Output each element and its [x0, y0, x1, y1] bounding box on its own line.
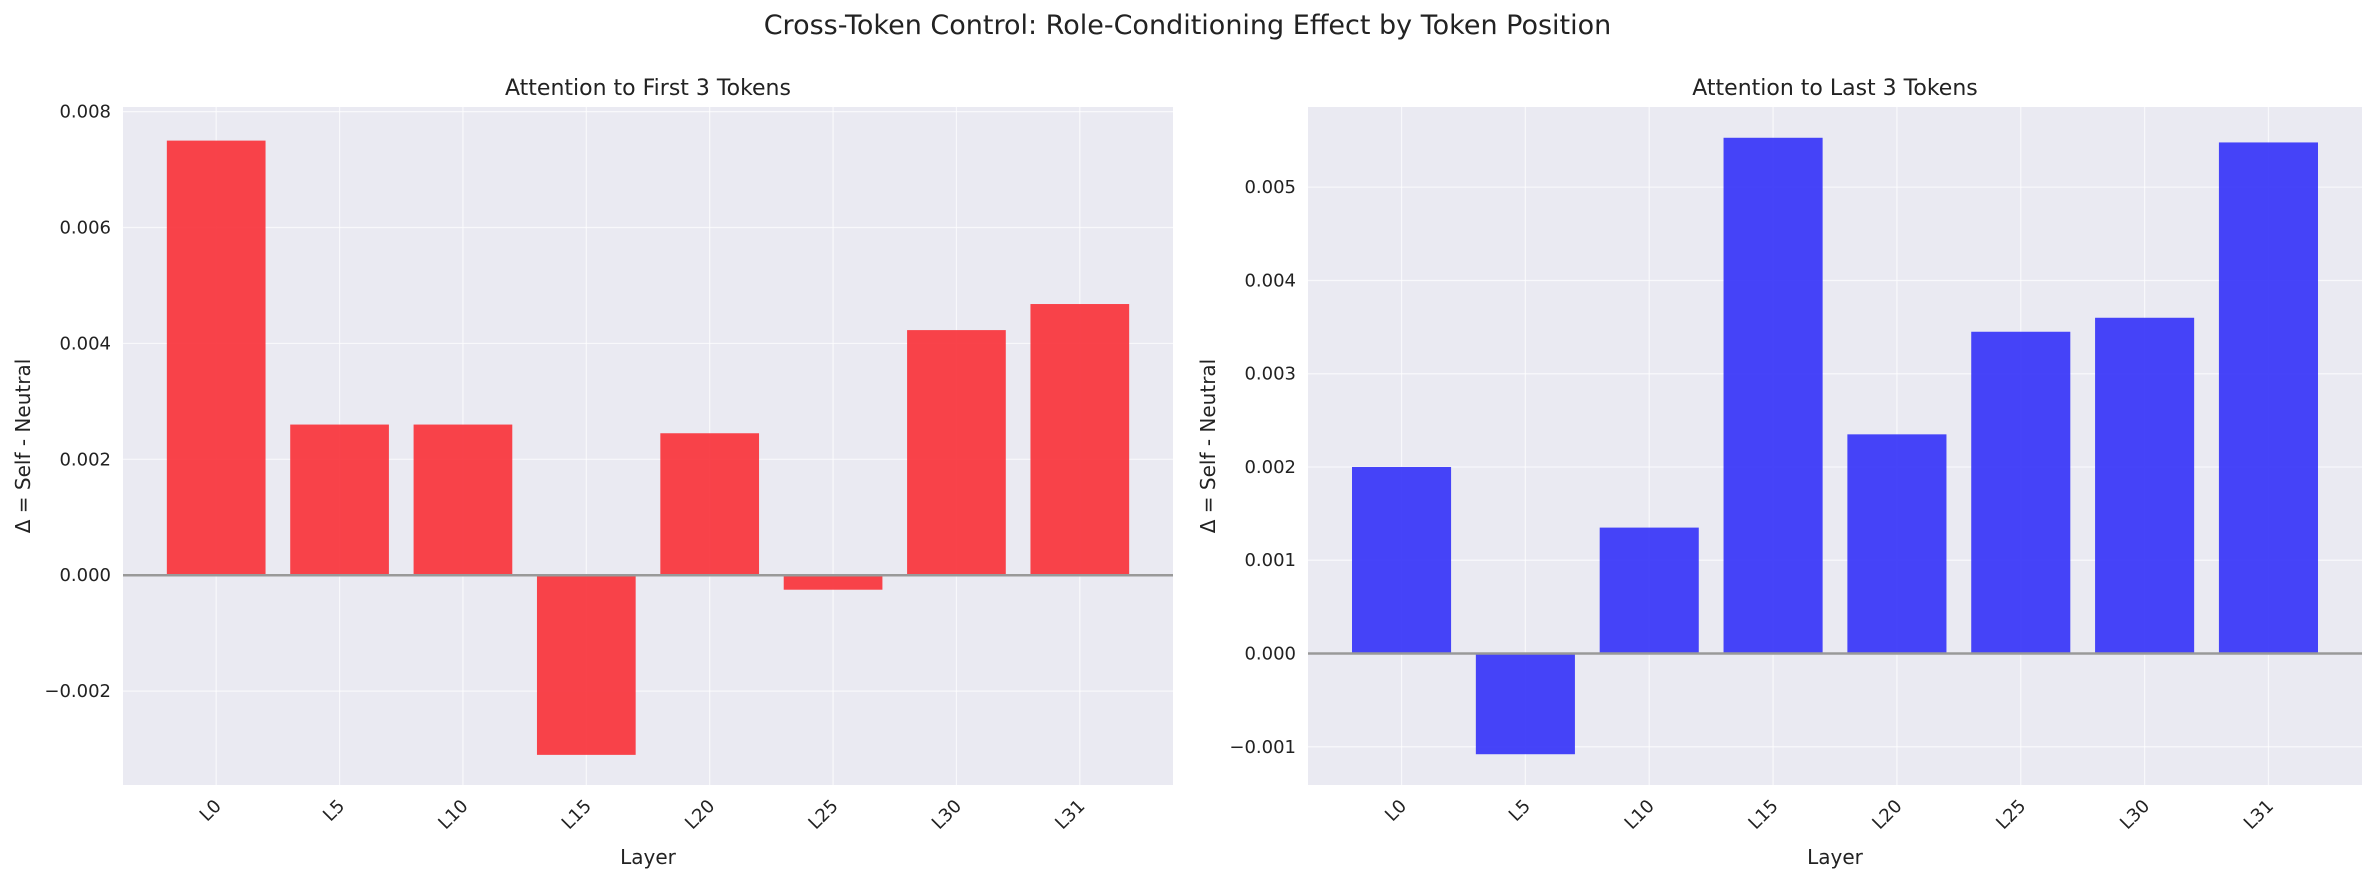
x-tick-label: L20	[681, 796, 719, 834]
y-axis-label: Δ = Self - Neutral	[11, 359, 35, 534]
x-tick-label: L30	[928, 796, 966, 834]
bar-first-l30	[907, 330, 1006, 576]
bar-first-l10	[413, 424, 513, 576]
bar-first-l0	[166, 140, 266, 576]
bar-first-l5	[290, 424, 389, 576]
x-tick-label: L31	[2240, 796, 2278, 834]
y-tick-label: 0.000	[1244, 644, 1296, 665]
bar-first-l25	[783, 575, 883, 590]
x-tick-label: L0	[196, 796, 226, 826]
x-tick-label: L5	[319, 796, 349, 826]
y-tick-label: 0.002	[59, 449, 111, 470]
y-tick-label: 0.002	[1244, 457, 1296, 478]
bar-first-l15	[536, 575, 636, 755]
x-tick-label: L15	[1744, 796, 1782, 834]
figure-title: Cross-Token Control: Role-Conditioning E…	[763, 10, 1612, 41]
bar-last-l15	[1723, 137, 1823, 654]
x-tick-label: L10	[1621, 796, 1659, 834]
y-tick-label: 0.005	[1244, 177, 1296, 198]
bar-first-l31	[1030, 304, 1130, 576]
bar-last-l5	[1475, 653, 1575, 755]
y-axis-label: Δ = Self - Neutral	[1196, 359, 1220, 534]
bar-last-l20	[1847, 434, 1947, 654]
x-tick-label: L15	[558, 796, 596, 834]
x-tick-label: L30	[2116, 796, 2154, 834]
x-tick-label: L31	[1051, 796, 1089, 834]
y-tick-label: −0.002	[44, 681, 111, 702]
chart-panel-last: −0.001 0.000 0.001 0.002 0.003 0.004 0.005 L0 L5…	[1196, 76, 2362, 869]
chart-title: Attention to Last 3 Tokens	[1692, 76, 1977, 101]
x-tick-label: L25	[804, 796, 842, 834]
y-tick-label: 0.004	[59, 333, 111, 354]
y-tick-label: 0.008	[59, 102, 111, 123]
x-tick-label: L0	[1381, 796, 1411, 826]
x-tick-label: L25	[1992, 796, 2030, 834]
x-tick-label: L20	[1868, 796, 1906, 834]
chart-panel-first: −0.002 0.000 0.002 0.004 0.006 0.008 L0 L5 L10 L1…	[11, 76, 1173, 869]
bar-last-l25	[1971, 331, 2071, 654]
x-tick-label: L10	[434, 796, 472, 834]
chart-title: Attention to First 3 Tokens	[505, 76, 791, 101]
plot-area	[123, 107, 1173, 785]
y-tick-label: 0.000	[59, 565, 111, 586]
bar-last-l10	[1599, 527, 1699, 654]
y-tick-label: 0.006	[59, 218, 111, 239]
plot-area	[1308, 107, 2362, 785]
y-tick-label: −0.001	[1229, 737, 1296, 758]
bar-first-l20	[660, 433, 760, 576]
bar-last-l30	[2095, 317, 2195, 654]
y-tick-label: 0.001	[1244, 550, 1296, 571]
x-axis-label: Layer	[1807, 845, 1864, 869]
x-axis-label: Layer	[620, 845, 677, 869]
bar-last-l0	[1352, 466, 1452, 654]
y-tick-label: 0.004	[1244, 270, 1296, 291]
x-tick-label: L5	[1505, 796, 1535, 826]
bar-last-l31	[2218, 142, 2318, 654]
y-tick-label: 0.003	[1244, 364, 1296, 385]
